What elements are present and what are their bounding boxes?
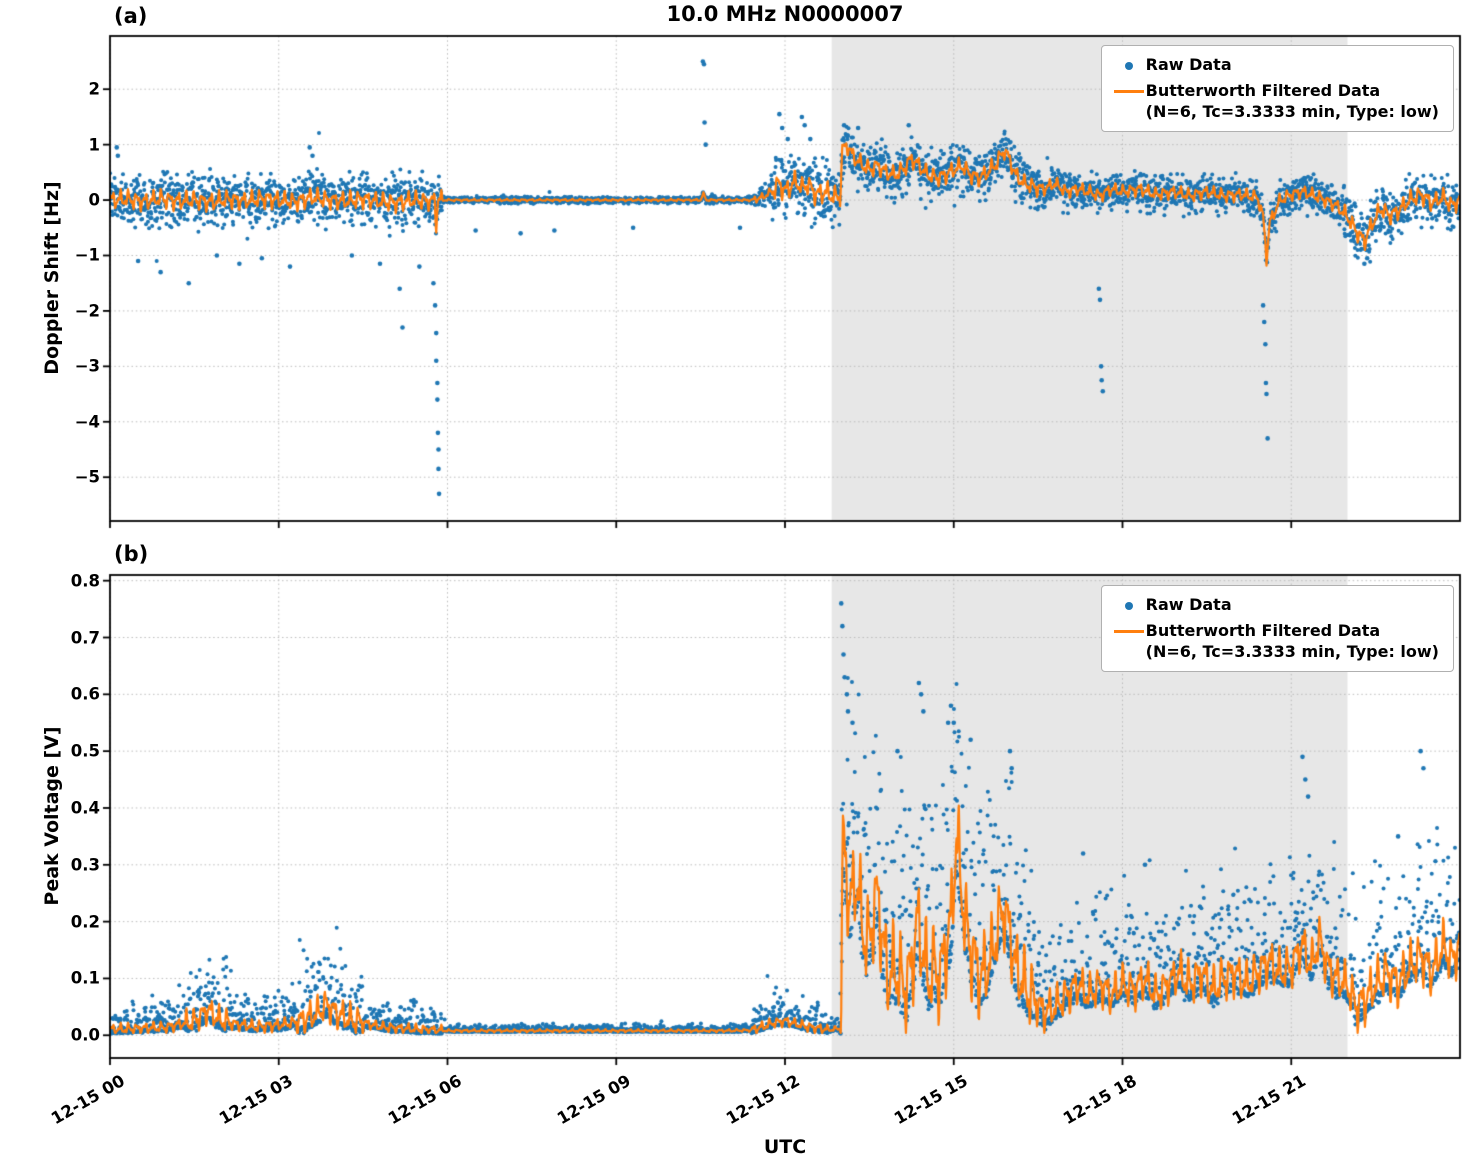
panel-a-label: (a) [114, 4, 148, 28]
legend-raw-row: Raw Data [1112, 594, 1439, 616]
y-tick-label: −2 [74, 301, 100, 321]
y-tick-label: 0.6 [70, 684, 100, 704]
legend-filtered-label-line1: Butterworth Filtered Data [1145, 620, 1381, 640]
filtered-line-icon [1113, 629, 1144, 633]
y-tick-label: 0.8 [70, 571, 100, 591]
y-tick-label: −4 [74, 412, 100, 432]
legend-filtered-label-line1: Butterworth Filtered Data [1145, 80, 1381, 100]
y-tick-label: 0.2 [70, 912, 100, 932]
legend-panel-a: Raw Data Butterworth Filtered Data (N=6,… [1100, 45, 1454, 132]
panel-b-label: (b) [114, 542, 149, 566]
legend-marker-cell [1112, 61, 1146, 70]
legend-marker-cell [1112, 601, 1146, 610]
legend-filtered-label-line2: (N=6, Tc=3.3333 min, Type: low) [1145, 642, 1439, 662]
y-axis-label-doppler: Doppler Shift [Hz] [41, 181, 63, 375]
y-tick-label: 0.0 [70, 1025, 100, 1045]
y-tick-label: 1 [88, 135, 100, 155]
legend-raw-label: Raw Data [1145, 595, 1232, 614]
raw-data-dot-icon [1124, 62, 1133, 70]
y-tick-label: 0.5 [70, 741, 100, 761]
y-tick-label: 2 [88, 79, 100, 99]
x-axis-label: UTC [763, 1136, 807, 1158]
legend-filtered-label: Butterworth Filtered Data (N=6, Tc=3.333… [1146, 620, 1439, 663]
raw-data-dot-icon [1124, 602, 1133, 610]
legend-raw-label: Raw Data [1145, 55, 1232, 74]
y-tick-label: −5 [74, 467, 100, 487]
legend-marker-cell [1112, 87, 1146, 93]
filtered-line-icon [1113, 89, 1144, 93]
y-tick-label: −3 [74, 356, 100, 376]
y-tick-label: 0.3 [70, 855, 100, 875]
legend-raw-row: Raw Data [1112, 54, 1439, 76]
legend-filtered-row: Butterworth Filtered Data (N=6, Tc=3.333… [1112, 620, 1439, 663]
y-tick-label: −1 [74, 245, 100, 265]
legend-filtered-label: Butterworth Filtered Data (N=6, Tc=3.333… [1146, 80, 1439, 123]
y-tick-label: 0.1 [70, 968, 100, 988]
legend-panel-b: Raw Data Butterworth Filtered Data (N=6,… [1100, 585, 1454, 672]
legend-marker-cell [1112, 627, 1146, 633]
figure-title: 10.0 MHz N0000007 [666, 2, 904, 26]
legend-filtered-label-line2: (N=6, Tc=3.3333 min, Type: low) [1145, 102, 1439, 122]
y-tick-label: 0 [88, 190, 100, 210]
legend-filtered-row: Butterworth Filtered Data (N=6, Tc=3.333… [1112, 80, 1439, 123]
y-tick-label: 0.7 [70, 628, 100, 647]
y-tick-label: 0.4 [70, 798, 100, 818]
